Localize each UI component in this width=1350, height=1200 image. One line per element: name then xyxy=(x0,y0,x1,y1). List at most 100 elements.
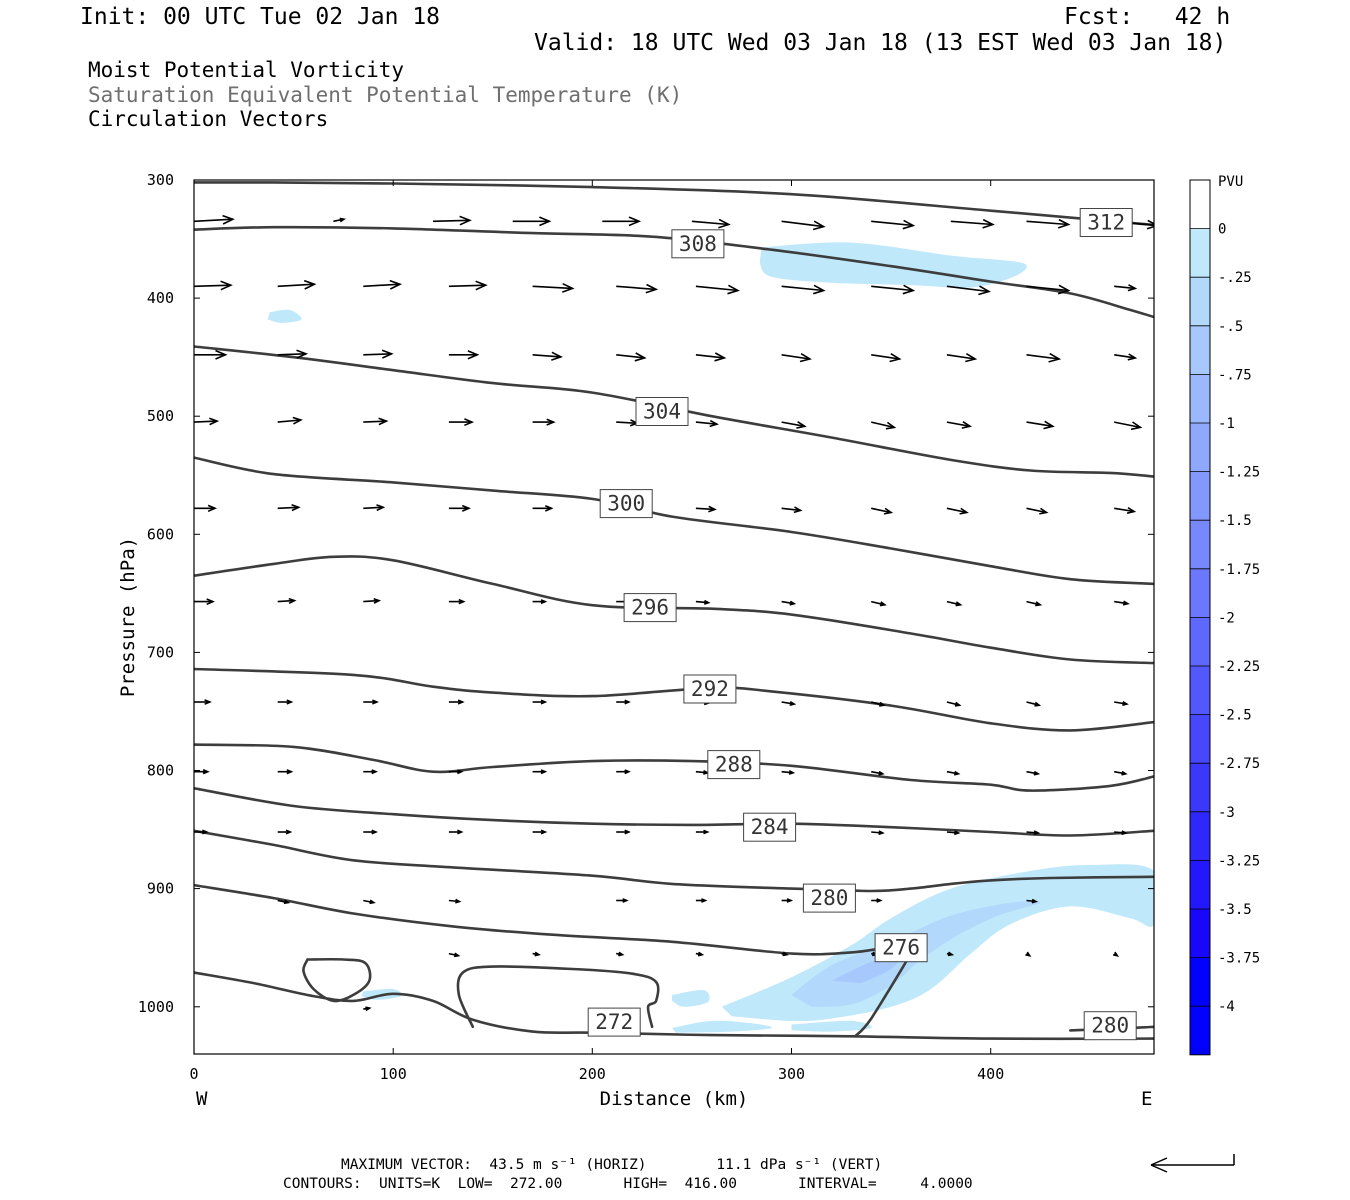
contour-label: 300 xyxy=(599,489,653,519)
circulation-vector xyxy=(1026,218,1071,229)
circulation-vector xyxy=(871,284,916,295)
circulation-vector xyxy=(448,769,464,775)
colorbar-label: -3 xyxy=(1218,805,1235,821)
circulation-vector xyxy=(448,350,480,360)
plot-frame xyxy=(193,179,1155,1055)
colorbar-segment xyxy=(1190,860,1210,909)
circulation-vector xyxy=(1025,951,1032,957)
y-tick-label: 800 xyxy=(147,762,174,780)
theta-contour-300 xyxy=(194,456,1154,586)
circulation-vector xyxy=(616,699,631,705)
title-vectors: Circulation Vectors xyxy=(88,107,329,131)
theta-contour-288 xyxy=(194,743,1154,792)
circulation-vector xyxy=(871,830,885,836)
contour-label: 304 xyxy=(635,397,689,426)
colorbar-label: -2.25 xyxy=(1218,659,1260,675)
colorbar-segment xyxy=(1190,666,1210,715)
circulation-vector xyxy=(1114,507,1137,514)
contour-label-text: 292 xyxy=(691,677,729,701)
circulation-vector xyxy=(616,951,625,957)
valid-time: Valid: 18 UTC Wed 03 Jan 18 (13 EST Wed … xyxy=(534,30,1227,56)
circulation-vector xyxy=(871,353,902,363)
contour-label: 284 xyxy=(743,812,797,842)
theta-contour-272 xyxy=(456,965,660,1029)
circulation-vector xyxy=(695,284,740,295)
theta-contour-276 xyxy=(194,883,913,956)
theta-contour-284 xyxy=(194,787,1154,837)
y-tick-label: 600 xyxy=(147,525,174,543)
colorbar-label: -2 xyxy=(1218,610,1235,626)
circulation-vector xyxy=(194,417,220,426)
circulation-vector xyxy=(871,421,897,430)
contour-label-text: 312 xyxy=(1087,211,1125,235)
colorbar-segment xyxy=(1190,909,1210,958)
circulation-vector xyxy=(781,769,796,775)
circulation-vector xyxy=(277,699,294,705)
theta-contour-312 xyxy=(194,181,1154,227)
contour-label: 312 xyxy=(1079,208,1133,237)
circulation-vector xyxy=(1026,600,1043,607)
circulation-vector xyxy=(781,600,797,606)
circulation-vector xyxy=(363,417,389,426)
circulation-vector xyxy=(946,830,961,836)
circulation-vector xyxy=(363,504,386,512)
circulation-vector xyxy=(616,283,659,294)
colorbar-label: 0 xyxy=(1218,222,1226,238)
x-tick-label: 400 xyxy=(977,1065,1004,1083)
contour-label-text: 280 xyxy=(1091,1014,1129,1038)
circulation-vector xyxy=(448,699,465,705)
circulation-vector xyxy=(616,829,631,835)
circulation-vector xyxy=(946,421,973,429)
pv-region xyxy=(267,309,302,323)
y-tick-label: 900 xyxy=(147,880,174,898)
x-tick-label: 300 xyxy=(778,1065,805,1083)
circulation-vector xyxy=(363,829,378,835)
circulation-vector xyxy=(946,507,969,515)
circulation-vector xyxy=(194,829,209,835)
circulation-vector xyxy=(946,285,991,296)
contour-label: 308 xyxy=(671,229,725,259)
colorbar-segment xyxy=(1190,423,1210,472)
circulation-vector xyxy=(1114,353,1138,361)
colorbar-label: -2.5 xyxy=(1218,708,1252,724)
x-tick-label: 200 xyxy=(579,1065,606,1083)
circulation-vector xyxy=(946,701,962,707)
colorbar-label: -.75 xyxy=(1218,367,1252,383)
circulation-vector xyxy=(691,218,731,229)
colorbar-segment xyxy=(1190,374,1210,423)
circulation-vector xyxy=(363,899,376,905)
circulation-vector xyxy=(781,506,803,514)
contour-label-text: 288 xyxy=(715,753,753,777)
title-thetaes: Saturation Equivalent Potential Temperat… xyxy=(88,83,683,107)
circulation-vector xyxy=(695,419,719,428)
theta-contour-276 xyxy=(853,952,913,1038)
theta-contour-304 xyxy=(194,345,1154,478)
circulation-vector xyxy=(277,829,293,835)
circulation-vector xyxy=(781,220,826,231)
colorbar-label: -3.5 xyxy=(1218,902,1252,918)
pv-region xyxy=(672,990,710,1007)
circulation-vector xyxy=(194,214,235,225)
contour-info-note: CONTOURS: UNITS=K LOW= 272.00 HIGH= 416.… xyxy=(283,1176,973,1192)
circulation-vector xyxy=(950,218,995,229)
circulation-vector xyxy=(532,351,563,361)
contour-label-text: 308 xyxy=(679,232,717,256)
colorbar-label: -1.25 xyxy=(1218,465,1260,481)
x-tick-label: 0 xyxy=(189,1065,198,1083)
circulation-vector xyxy=(277,416,303,425)
axis-layer: 300 400 500 600 700 800 900 1000 0 100 200 300 400 xyxy=(138,171,1154,1083)
colorbar-segment xyxy=(1190,1006,1210,1055)
circulation-vector xyxy=(194,699,212,705)
colorbar-segment xyxy=(1190,957,1210,1007)
circulation-vector xyxy=(432,215,472,226)
max-vector-note: MAXIMUM VECTOR: 43.5 m s⁻¹ (HORIZ) 11.1 … xyxy=(341,1157,883,1173)
colorbar-label: -3.75 xyxy=(1218,951,1260,967)
circulation-vector xyxy=(277,899,291,905)
contour-label-text: 280 xyxy=(810,886,848,910)
circulation-vector xyxy=(871,600,887,607)
circulation-vector xyxy=(1026,507,1049,515)
colorbar-segment xyxy=(1190,763,1210,812)
circulation-vector xyxy=(448,280,488,291)
pv-colorbar: PVU 0 -.25 -.5 -.75 -1 -1.25 -1.5 -1.75 -2 -2.25 -… xyxy=(1189,174,1260,1056)
